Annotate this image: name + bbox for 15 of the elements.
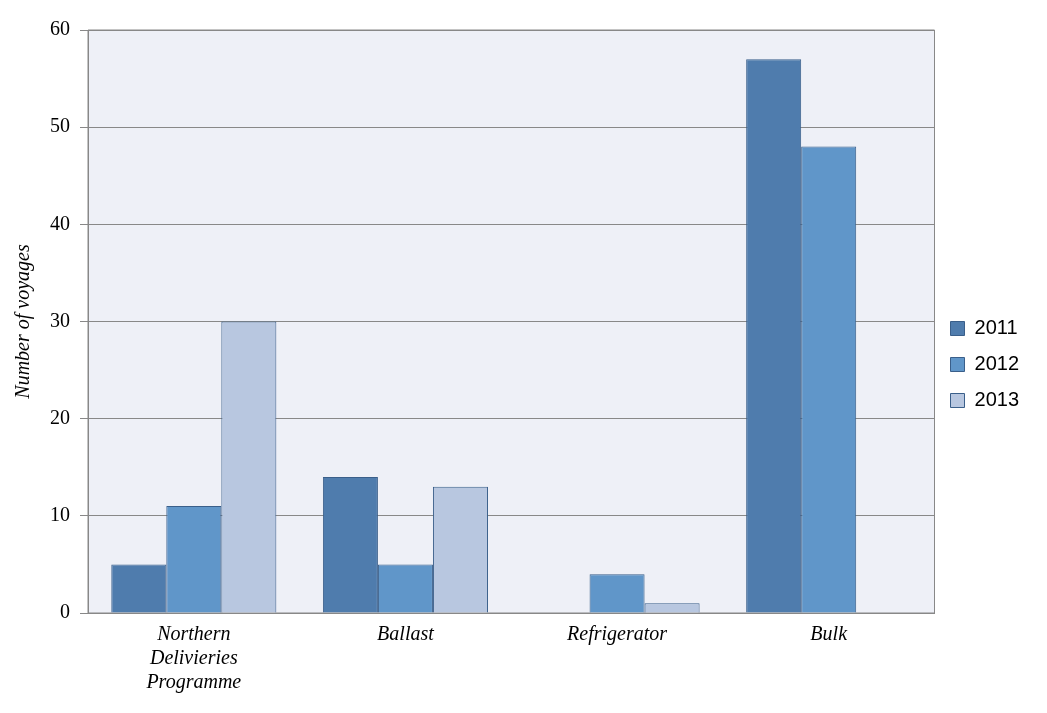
y-tick-label: 40 [50, 211, 70, 234]
x-tick-label: Ballast [377, 622, 435, 645]
legend-label: 2013 [974, 388, 1020, 411]
y-tick-label: 10 [50, 503, 70, 526]
y-tick-label: 20 [50, 405, 70, 428]
legend-label: 2011 [974, 316, 1018, 339]
x-tick-label: Bulk [810, 622, 849, 645]
x-tick-label: Refrigerator [566, 622, 668, 646]
y-tick-label: 30 [50, 308, 70, 331]
y-tick-label: 60 [50, 17, 70, 40]
y-tick-label: 50 [50, 114, 70, 137]
x-tick-label: Northern Delivieries Programme [145, 622, 242, 694]
y-tick-label: 0 [60, 600, 70, 623]
y-axis-title: Number of voyages [11, 244, 35, 400]
legend-label: 2012 [974, 352, 1020, 375]
